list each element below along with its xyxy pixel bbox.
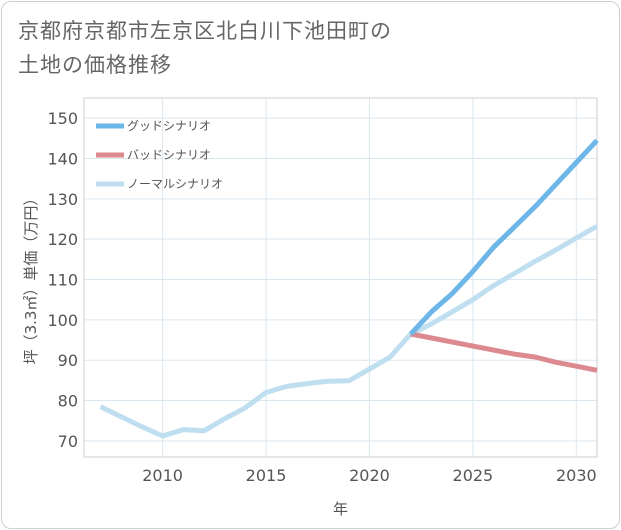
x-tick-label: 2010 <box>142 466 183 485</box>
y-axis-label: 坪（3.3㎡）単価（万円） <box>22 191 40 365</box>
plot-frame <box>83 97 598 458</box>
x-tick-label: 2030 <box>556 466 597 485</box>
x-tick-labels: 2010 2015 2020 2025 2030 <box>142 466 596 485</box>
y-tick-label: 110 <box>47 271 78 290</box>
y-tick-labels: 70 80 90 100 110 120 130 140 150 <box>47 109 78 451</box>
series-line-2 <box>99 224 599 439</box>
chart-title: 京都府京都市左京区北白川下池田町の 土地の価格推移 <box>18 14 608 82</box>
legend-label-2: ノーマルシナリオ <box>127 177 223 191</box>
series-line-1 <box>410 331 598 373</box>
chart-title-line-2: 土地の価格推移 <box>18 53 172 77</box>
x-axis-label: 年 <box>333 500 348 518</box>
y-tick-label: 130 <box>47 190 78 209</box>
series-lines <box>99 138 599 439</box>
x-tick-label: 2025 <box>453 466 494 485</box>
y-tick-label: 150 <box>47 109 78 128</box>
series-line-0 <box>408 138 599 336</box>
x-tick-label: 2015 <box>246 466 287 485</box>
y-tick-label: 120 <box>47 230 78 249</box>
y-tick-label: 70 <box>58 432 78 451</box>
legend-label-1: バッドシナリオ <box>127 148 211 162</box>
y-tick-label: 90 <box>58 351 78 370</box>
legend-label-0: グッドシナリオ <box>127 119 211 133</box>
chart-title-line-1: 京都府京都市左京区北白川下池田町の <box>18 19 392 43</box>
y-tick-label: 100 <box>47 311 78 330</box>
y-tick-label: 140 <box>47 150 78 169</box>
grid-lines <box>84 98 597 457</box>
y-tick-label: 80 <box>58 392 78 411</box>
x-tick-label: 2020 <box>349 466 390 485</box>
